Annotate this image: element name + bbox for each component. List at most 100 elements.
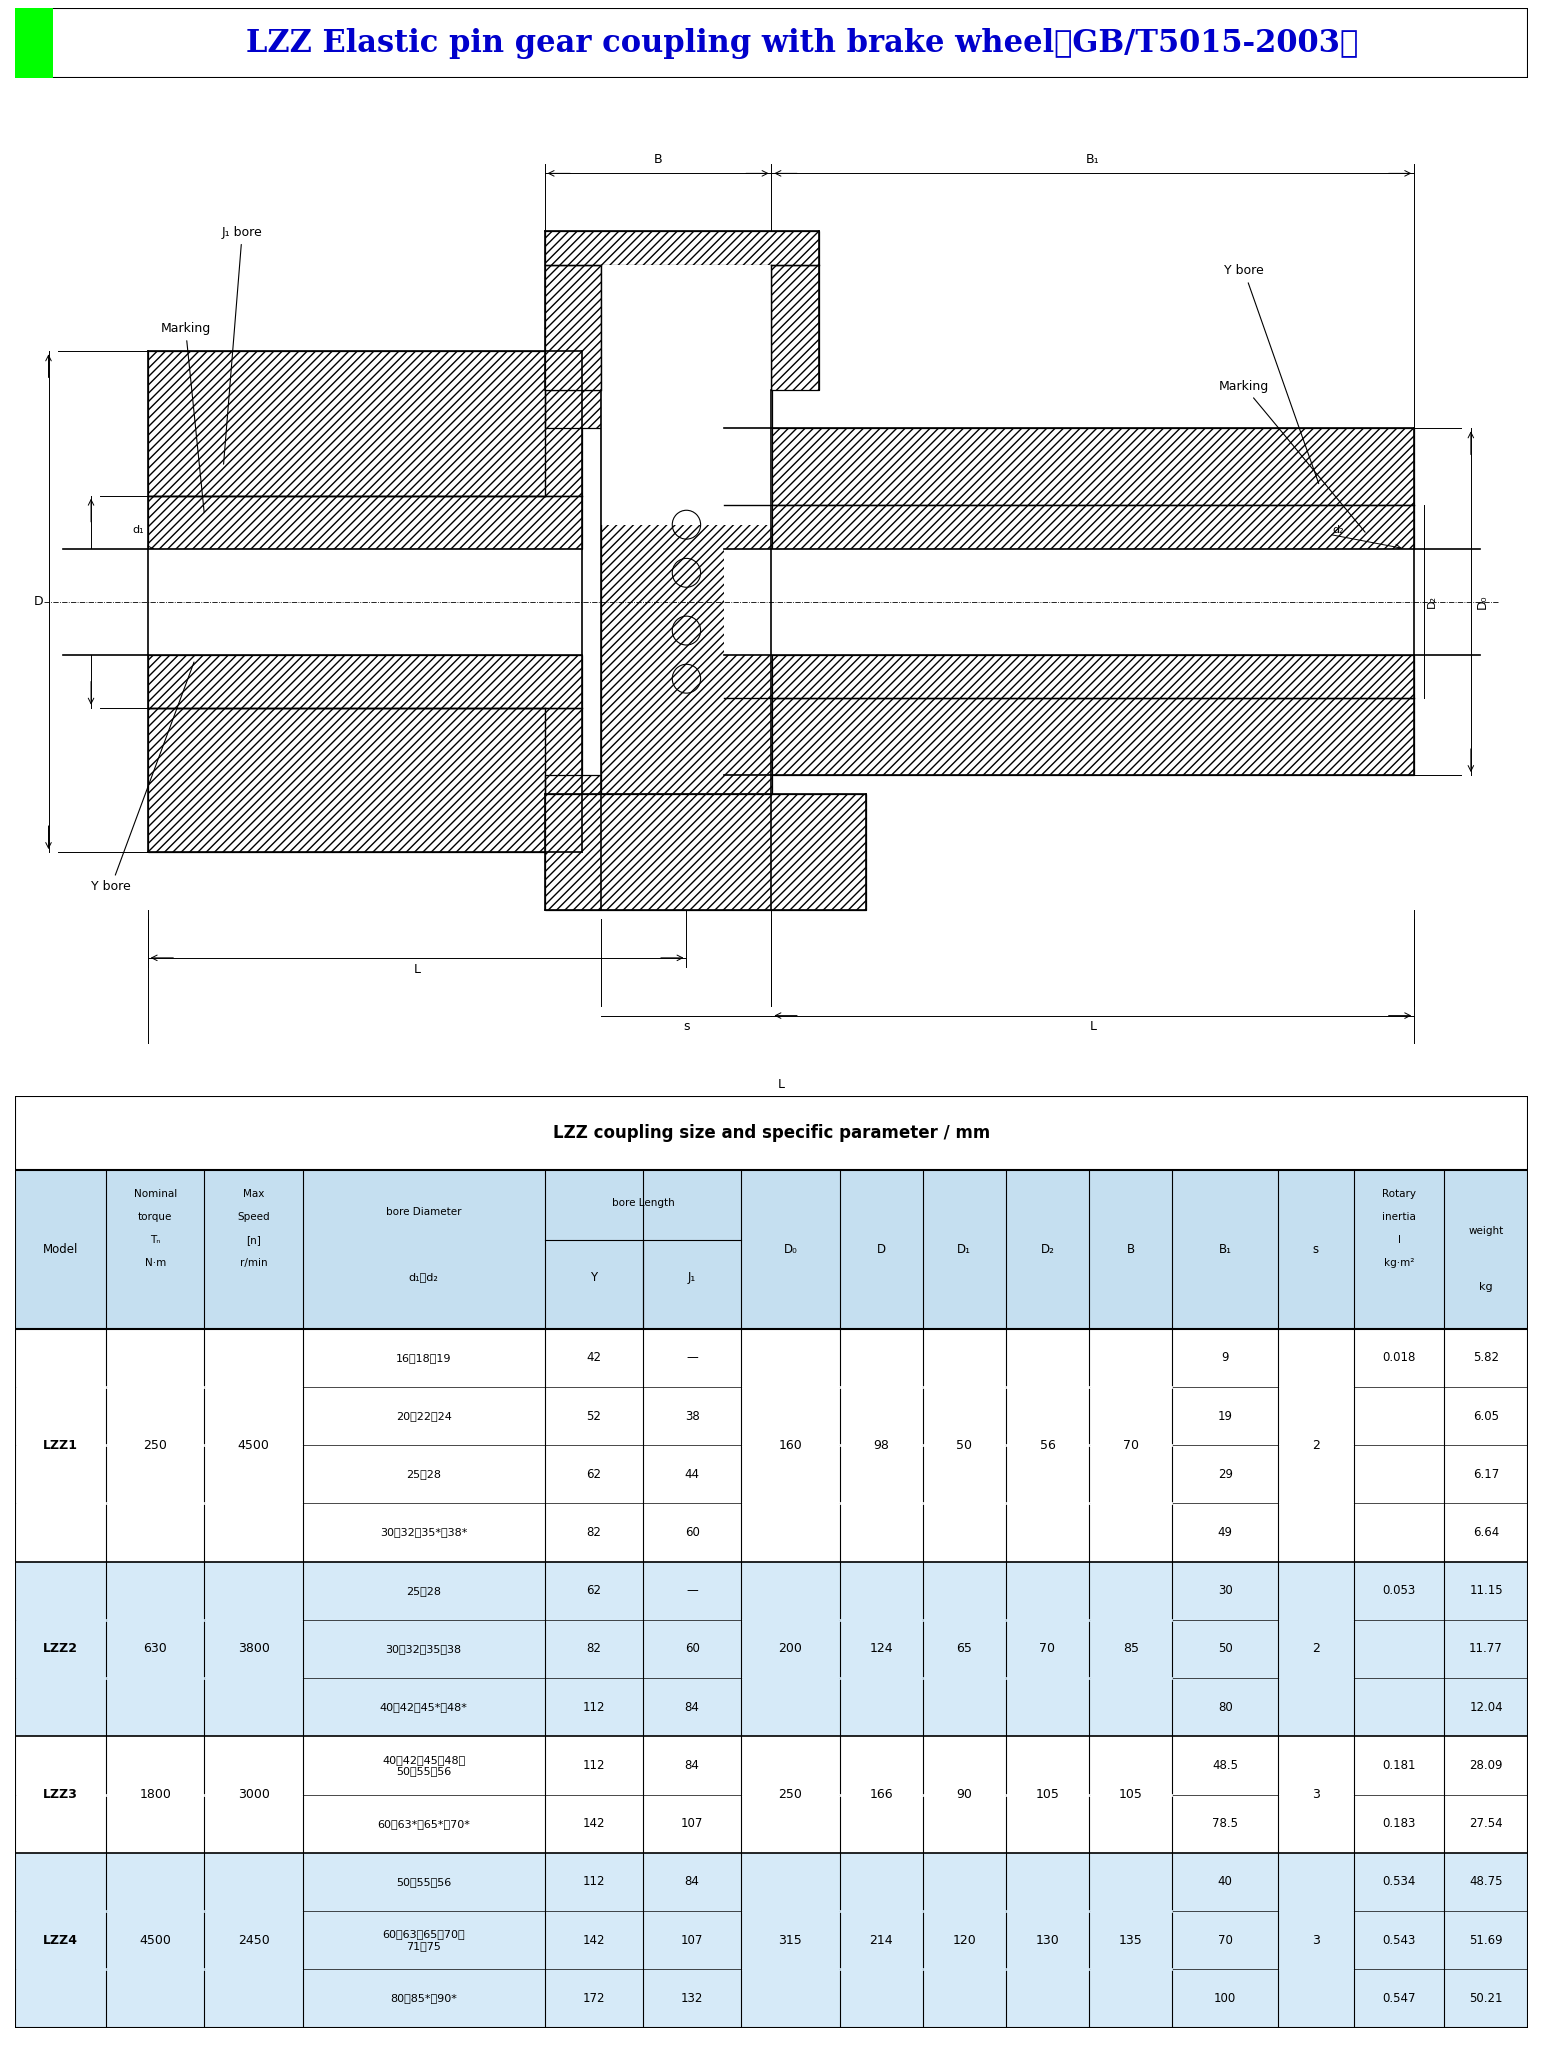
Text: bore Length: bore Length	[611, 1198, 674, 1208]
Bar	[148, 496, 583, 549]
Bar	[15, 1096, 1528, 1169]
Text: 30、32、35、38: 30、32、35、38	[386, 1645, 461, 1655]
Text: Tₙ: Tₙ	[150, 1235, 160, 1245]
Text: 50.21: 50.21	[1469, 1993, 1503, 2005]
Text: 27.54: 27.54	[1469, 1817, 1503, 1831]
Bar	[724, 698, 1413, 774]
Bar	[545, 795, 866, 909]
Bar	[15, 8, 52, 78]
Text: 70: 70	[1040, 1642, 1055, 1655]
Text: D: D	[876, 1243, 886, 1255]
Text: 11.77: 11.77	[1469, 1642, 1503, 1655]
Bar	[545, 774, 724, 813]
Text: 98: 98	[873, 1438, 889, 1452]
Bar	[148, 549, 583, 655]
Text: 4500: 4500	[238, 1438, 270, 1452]
Text: 44: 44	[685, 1468, 699, 1481]
Text: Max: Max	[242, 1188, 264, 1198]
Text: 50: 50	[957, 1438, 972, 1452]
Text: 112: 112	[583, 1759, 605, 1772]
Text: 78.5: 78.5	[1213, 1817, 1237, 1831]
Text: r/min: r/min	[239, 1257, 267, 1268]
Text: 0.181: 0.181	[1383, 1759, 1416, 1772]
Text: 105: 105	[1035, 1788, 1060, 1800]
Text: 80、85*、90*: 80、85*、90*	[390, 1993, 457, 2003]
Text: N·m: N·m	[145, 1257, 167, 1268]
Text: 3: 3	[1312, 1788, 1319, 1800]
Text: 16、18、19: 16、18、19	[397, 1354, 452, 1362]
Text: LZZ2: LZZ2	[43, 1642, 79, 1655]
Text: 85: 85	[1123, 1642, 1139, 1655]
Text: Rotary: Rotary	[1383, 1188, 1416, 1198]
Text: 82: 82	[586, 1526, 602, 1538]
Text: torque: torque	[139, 1212, 173, 1223]
Bar	[148, 655, 583, 709]
Text: 100: 100	[1214, 1993, 1236, 2005]
Text: LZZ3: LZZ3	[43, 1788, 79, 1800]
Text: kg·m²: kg·m²	[1384, 1257, 1415, 1268]
Text: 90: 90	[957, 1788, 972, 1800]
Text: s: s	[684, 1020, 690, 1034]
Text: 84: 84	[685, 1876, 699, 1888]
Text: 172: 172	[583, 1993, 605, 2005]
Text: 0.547: 0.547	[1383, 1993, 1416, 2005]
Text: B₁: B₁	[1219, 1243, 1231, 1255]
Text: 42: 42	[586, 1352, 602, 1364]
Text: s: s	[1313, 1243, 1319, 1255]
Text: Marking: Marking	[1219, 381, 1366, 532]
Text: D₀: D₀	[1475, 594, 1489, 608]
Text: 38: 38	[685, 1409, 699, 1423]
Text: 6.17: 6.17	[1474, 1468, 1500, 1481]
Text: 11.15: 11.15	[1469, 1585, 1503, 1597]
Text: bore Diameter: bore Diameter	[386, 1206, 461, 1217]
Text: 105: 105	[1119, 1788, 1142, 1800]
Text: 3: 3	[1312, 1933, 1319, 1948]
Text: 0.183: 0.183	[1383, 1817, 1416, 1831]
Text: 82: 82	[586, 1642, 602, 1655]
Text: 142: 142	[583, 1817, 605, 1831]
Text: 112: 112	[583, 1700, 605, 1714]
Text: 6.64: 6.64	[1474, 1526, 1500, 1538]
Text: 62: 62	[586, 1585, 602, 1597]
Text: 60、63*、65*、70*: 60、63*、65*、70*	[378, 1819, 471, 1829]
Text: 0.543: 0.543	[1383, 1933, 1416, 1948]
Bar	[545, 264, 602, 389]
Text: 166: 166	[869, 1788, 893, 1800]
Text: LZZ Elastic pin gear coupling with brake wheel（GB/T5015-2003）: LZZ Elastic pin gear coupling with brake…	[245, 27, 1358, 59]
Text: 25、28: 25、28	[406, 1468, 441, 1479]
Text: 214: 214	[869, 1933, 893, 1948]
Text: Y bore: Y bore	[1224, 264, 1319, 483]
Text: Marking: Marking	[160, 322, 211, 512]
Text: 142: 142	[583, 1933, 605, 1948]
Bar	[15, 1169, 1528, 1329]
Text: 56: 56	[1040, 1438, 1055, 1452]
Text: 9: 9	[1222, 1352, 1228, 1364]
Text: 2: 2	[1312, 1642, 1319, 1655]
Bar	[15, 1561, 1528, 1737]
Text: D₁: D₁	[957, 1243, 971, 1255]
Text: B: B	[654, 154, 662, 166]
Text: Speed: Speed	[238, 1212, 270, 1223]
Text: 0.053: 0.053	[1383, 1585, 1415, 1597]
Text: 60、63、65、70、
71、75: 60、63、65、70、 71、75	[383, 1929, 464, 1952]
Bar	[724, 549, 1413, 655]
Text: 48.75: 48.75	[1469, 1876, 1503, 1888]
Bar	[724, 655, 1413, 698]
Text: [n]: [n]	[247, 1235, 261, 1245]
Text: 12.04: 12.04	[1469, 1700, 1503, 1714]
Text: LZZ coupling size and specific parameter / mm: LZZ coupling size and specific parameter…	[552, 1124, 991, 1143]
Text: 250: 250	[143, 1438, 167, 1452]
Bar	[15, 1737, 1528, 1853]
Text: 6.05: 6.05	[1474, 1409, 1498, 1423]
Text: B: B	[1126, 1243, 1134, 1255]
Text: 2: 2	[1312, 1438, 1319, 1452]
Text: d₁、d₂: d₁、d₂	[409, 1272, 438, 1282]
Text: D: D	[34, 596, 43, 608]
Text: 51.69: 51.69	[1469, 1933, 1503, 1948]
Text: 84: 84	[685, 1700, 699, 1714]
Text: 29: 29	[1217, 1468, 1233, 1481]
Text: D₁: D₁	[74, 596, 86, 606]
Text: 112: 112	[583, 1876, 605, 1888]
Text: 40: 40	[1217, 1876, 1233, 1888]
Text: 50: 50	[1217, 1642, 1233, 1655]
